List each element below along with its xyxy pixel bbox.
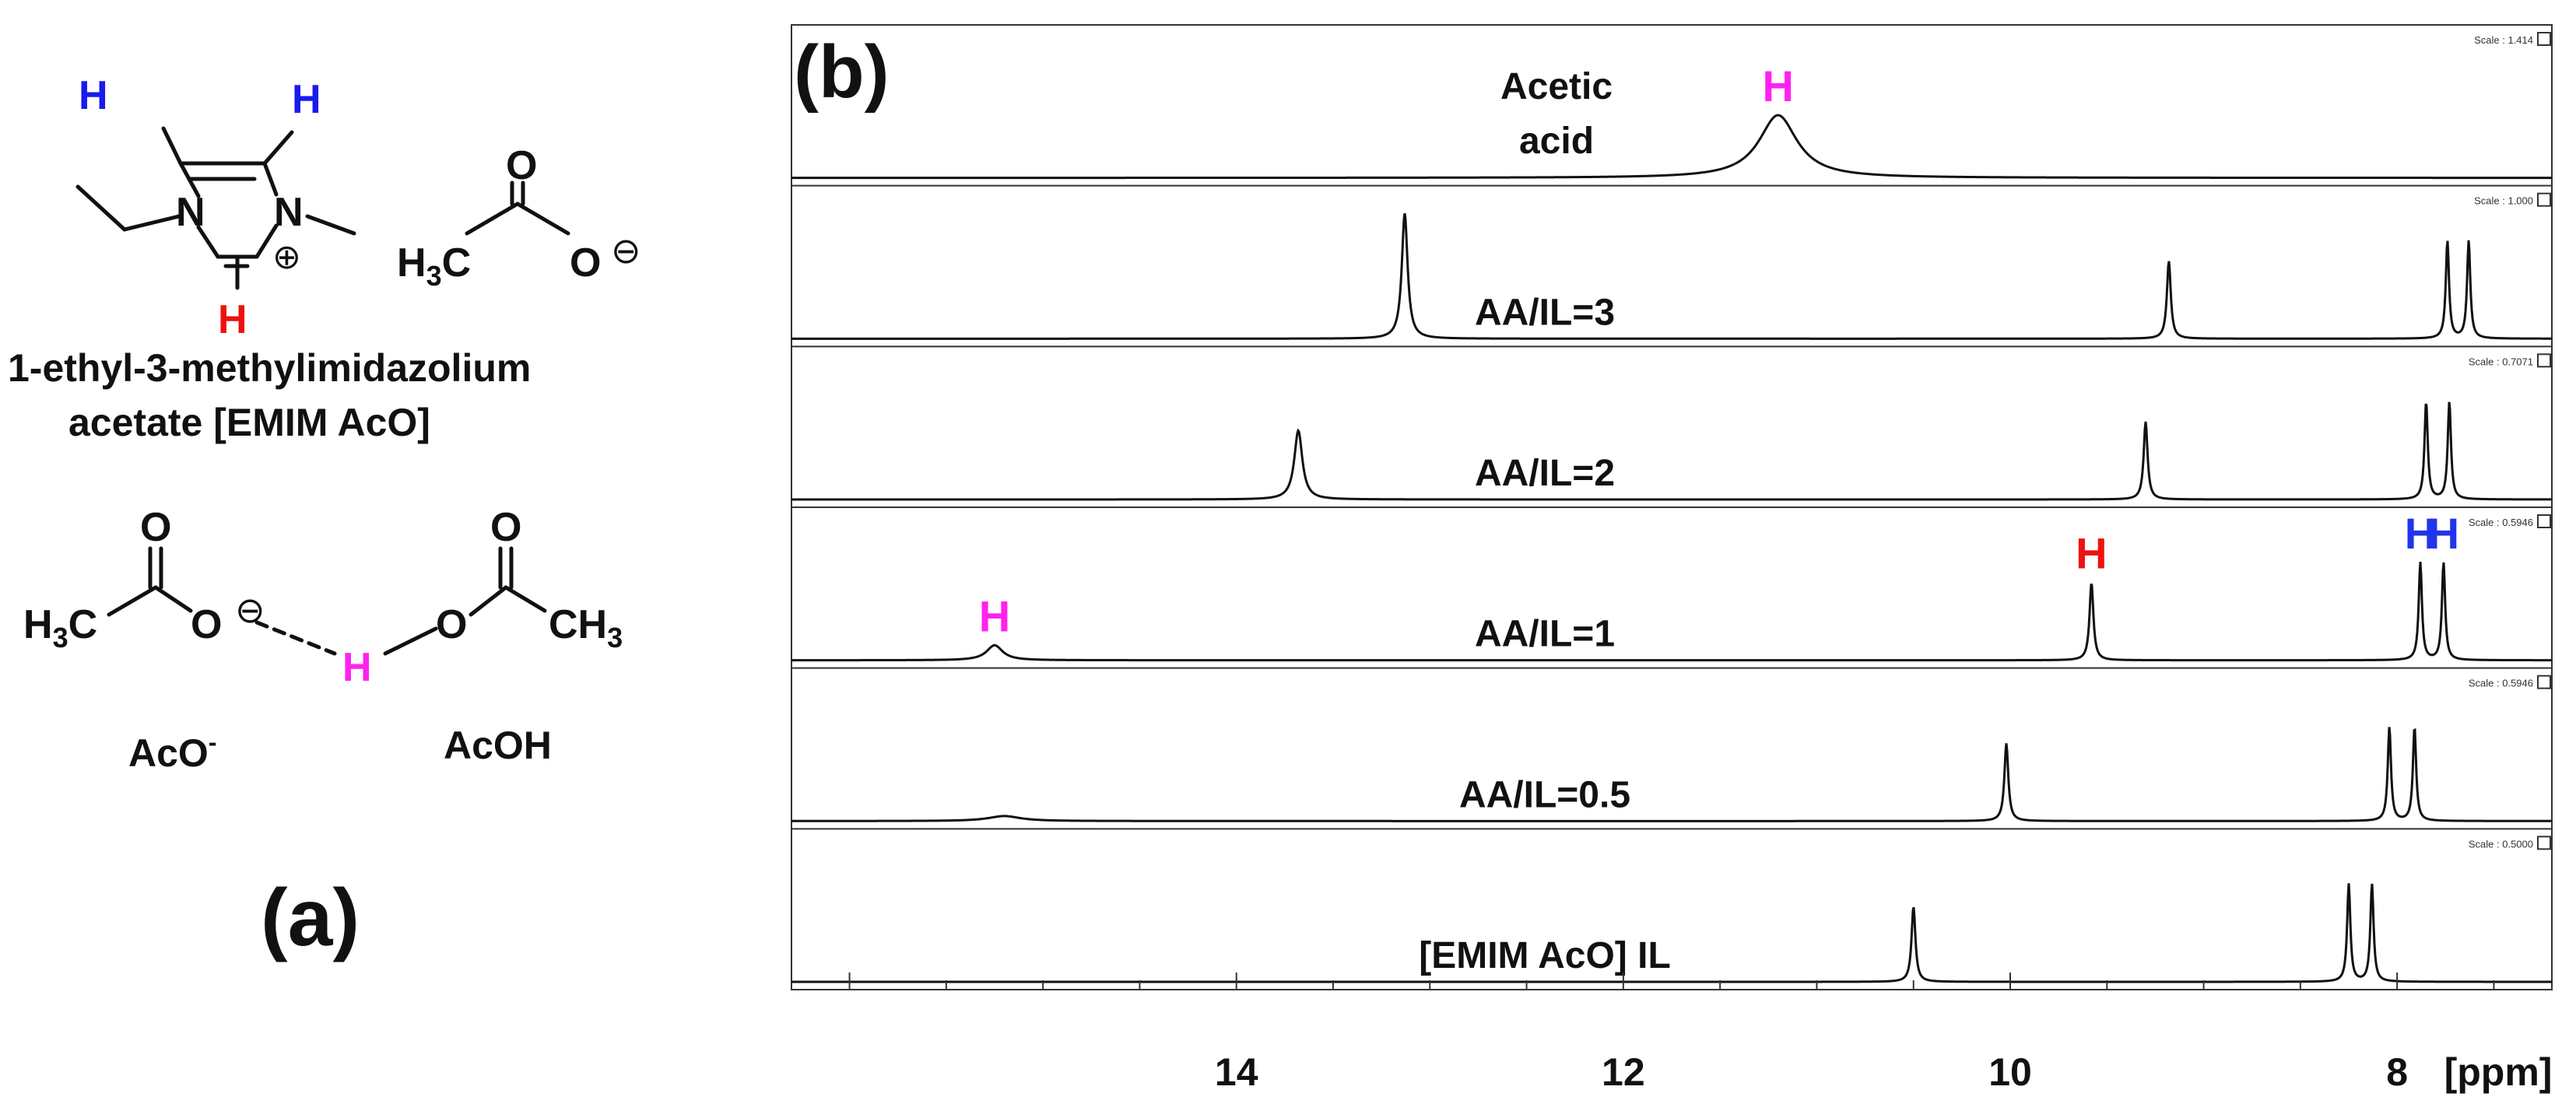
pair-h-label: H bbox=[342, 645, 372, 690]
emim-name-line1: 1-ethyl-3-methylimidazolium bbox=[8, 346, 531, 390]
acetate-h3c-label: H3C bbox=[397, 240, 471, 292]
spectrum-trace bbox=[791, 727, 2552, 822]
series-label: AA/IL=2 bbox=[1475, 453, 1615, 494]
series-label: AA/IL=1 bbox=[1475, 614, 1615, 655]
spectrum-trace bbox=[791, 401, 2552, 501]
scale-box bbox=[2537, 192, 2551, 207]
h-ring-left-label: H bbox=[79, 73, 108, 118]
scale-box bbox=[2537, 353, 2551, 368]
series-label: [EMIM AcO] IL bbox=[1419, 935, 1671, 976]
emim-name-line2: acetate [EMIM AcO] bbox=[68, 401, 430, 444]
series-label: AA/IL=0.5 bbox=[1459, 774, 1630, 815]
series-label: AA/IL=3 bbox=[1475, 292, 1615, 333]
series-label: Acetic bbox=[1500, 66, 1613, 107]
x-tick-label: 12 bbox=[1602, 1050, 1645, 1094]
scale-box bbox=[2537, 514, 2551, 528]
spectrum-trace bbox=[791, 883, 2552, 983]
panel-a-label: (a) bbox=[261, 873, 360, 963]
spectrum-trace bbox=[791, 561, 2552, 662]
pair-o-minus-label: O bbox=[191, 602, 222, 647]
plus-charge-label: ⊕ bbox=[272, 238, 301, 276]
series-label: acid bbox=[1519, 121, 1594, 162]
peak-marker: H bbox=[2428, 509, 2459, 558]
peak-marker: H bbox=[1762, 61, 1793, 110]
panel-b-nmr-chart: (b) Scale : 1.414 Acetic acid H Scale : 1.00… bbox=[791, 24, 2553, 1094]
panel-b-label: (b) bbox=[794, 30, 890, 114]
scale-label: Scale : 1.000 bbox=[2474, 195, 2533, 207]
scale-label: Scale : 1.414 bbox=[2474, 34, 2533, 46]
aco-label: AcO- bbox=[128, 728, 216, 775]
pair-o-top-left-label: O bbox=[140, 505, 171, 550]
spectrum-trace bbox=[791, 114, 2552, 180]
spectrum-trace bbox=[791, 212, 2552, 340]
pair-minus-charge-label: ⊖ bbox=[235, 590, 265, 630]
peak-marker: H bbox=[2076, 529, 2107, 578]
acetate-bonds bbox=[465, 180, 570, 236]
x-axis: 14 12 10 8 bbox=[848, 973, 2495, 1094]
spectra-stack: Scale : 1.414 Acetic acid H Scale : 1.000 AA/… bbox=[791, 32, 2552, 983]
scale-label: Scale : 0.5946 bbox=[2469, 517, 2533, 528]
pair-h3c-label: H3C bbox=[23, 602, 97, 654]
pair-ch3-label: CH3 bbox=[549, 602, 623, 654]
acetate-o-minus-label: O bbox=[570, 240, 601, 286]
pair-o-top-right-label: O bbox=[490, 505, 521, 550]
pair-o-right-label: O bbox=[436, 602, 467, 647]
scale-box bbox=[2537, 32, 2551, 46]
scale-label: Scale : 0.5000 bbox=[2469, 838, 2533, 850]
x-tick-label: 8 bbox=[2386, 1050, 2408, 1094]
peak-marker: H bbox=[979, 591, 1010, 640]
n1-label: N bbox=[176, 190, 205, 235]
x-axis-label: [ppm] bbox=[2444, 1050, 2553, 1094]
scale-label: Scale : 0.7071 bbox=[2469, 356, 2533, 367]
n3-label: N bbox=[274, 190, 304, 235]
h-c2-label: H bbox=[218, 297, 247, 342]
x-tick-label: 10 bbox=[1988, 1050, 2032, 1094]
scale-box bbox=[2537, 836, 2551, 850]
acetate-o-top-label: O bbox=[506, 143, 537, 188]
pair-bonds bbox=[107, 546, 547, 656]
peak-marker: H bbox=[2405, 509, 2436, 558]
h-ring-right-label: H bbox=[292, 77, 321, 122]
x-tick-label: 14 bbox=[1215, 1050, 1258, 1094]
acoh-label: AcOH bbox=[444, 724, 552, 767]
scale-box bbox=[2537, 675, 2551, 689]
scale-label: Scale : 0.5946 bbox=[2469, 678, 2533, 689]
emim-bonds bbox=[75, 126, 356, 290]
panel-a-structures: H H H N N ⊕ O H3C O ⊖ 1-ethyl-3-methylim… bbox=[8, 73, 641, 963]
acetate-minus-charge-label: ⊖ bbox=[611, 230, 641, 271]
